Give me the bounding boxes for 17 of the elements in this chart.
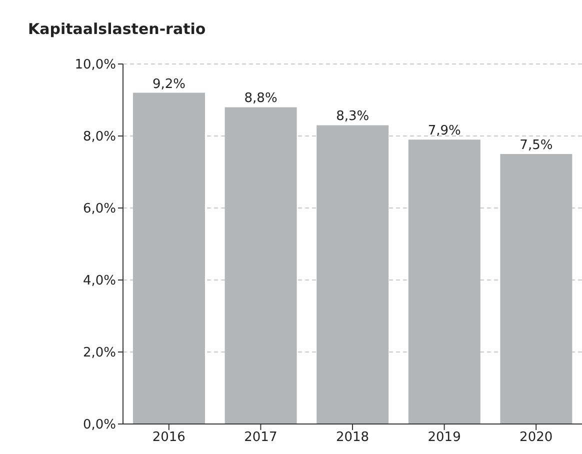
x-tick-label: 2018 [336,430,370,446]
y-tick-label: 2,0% [82,346,116,361]
data-label: 9,2% [152,76,186,92]
y-tick-label: 4,0% [82,274,116,289]
data-label: 8,3% [336,109,370,124]
data-label: 7,5% [520,138,553,153]
y-tick-label: 6,0% [82,202,116,217]
data-label: 7,9% [428,124,461,139]
chart-title: Kapitaalslasten-ratio [27,19,207,40]
y-tick-label: 0,0% [82,418,116,433]
x-tick-label: 2019 [428,430,461,446]
x-tick-label: 2017 [244,430,278,446]
y-tick-label: 10,0% [74,58,116,73]
x-tick-label: 2016 [152,430,186,446]
y-tick-label: 8,0% [82,130,116,145]
data-label: 8,8% [244,91,278,106]
x-tick-label: 2020 [520,430,553,446]
